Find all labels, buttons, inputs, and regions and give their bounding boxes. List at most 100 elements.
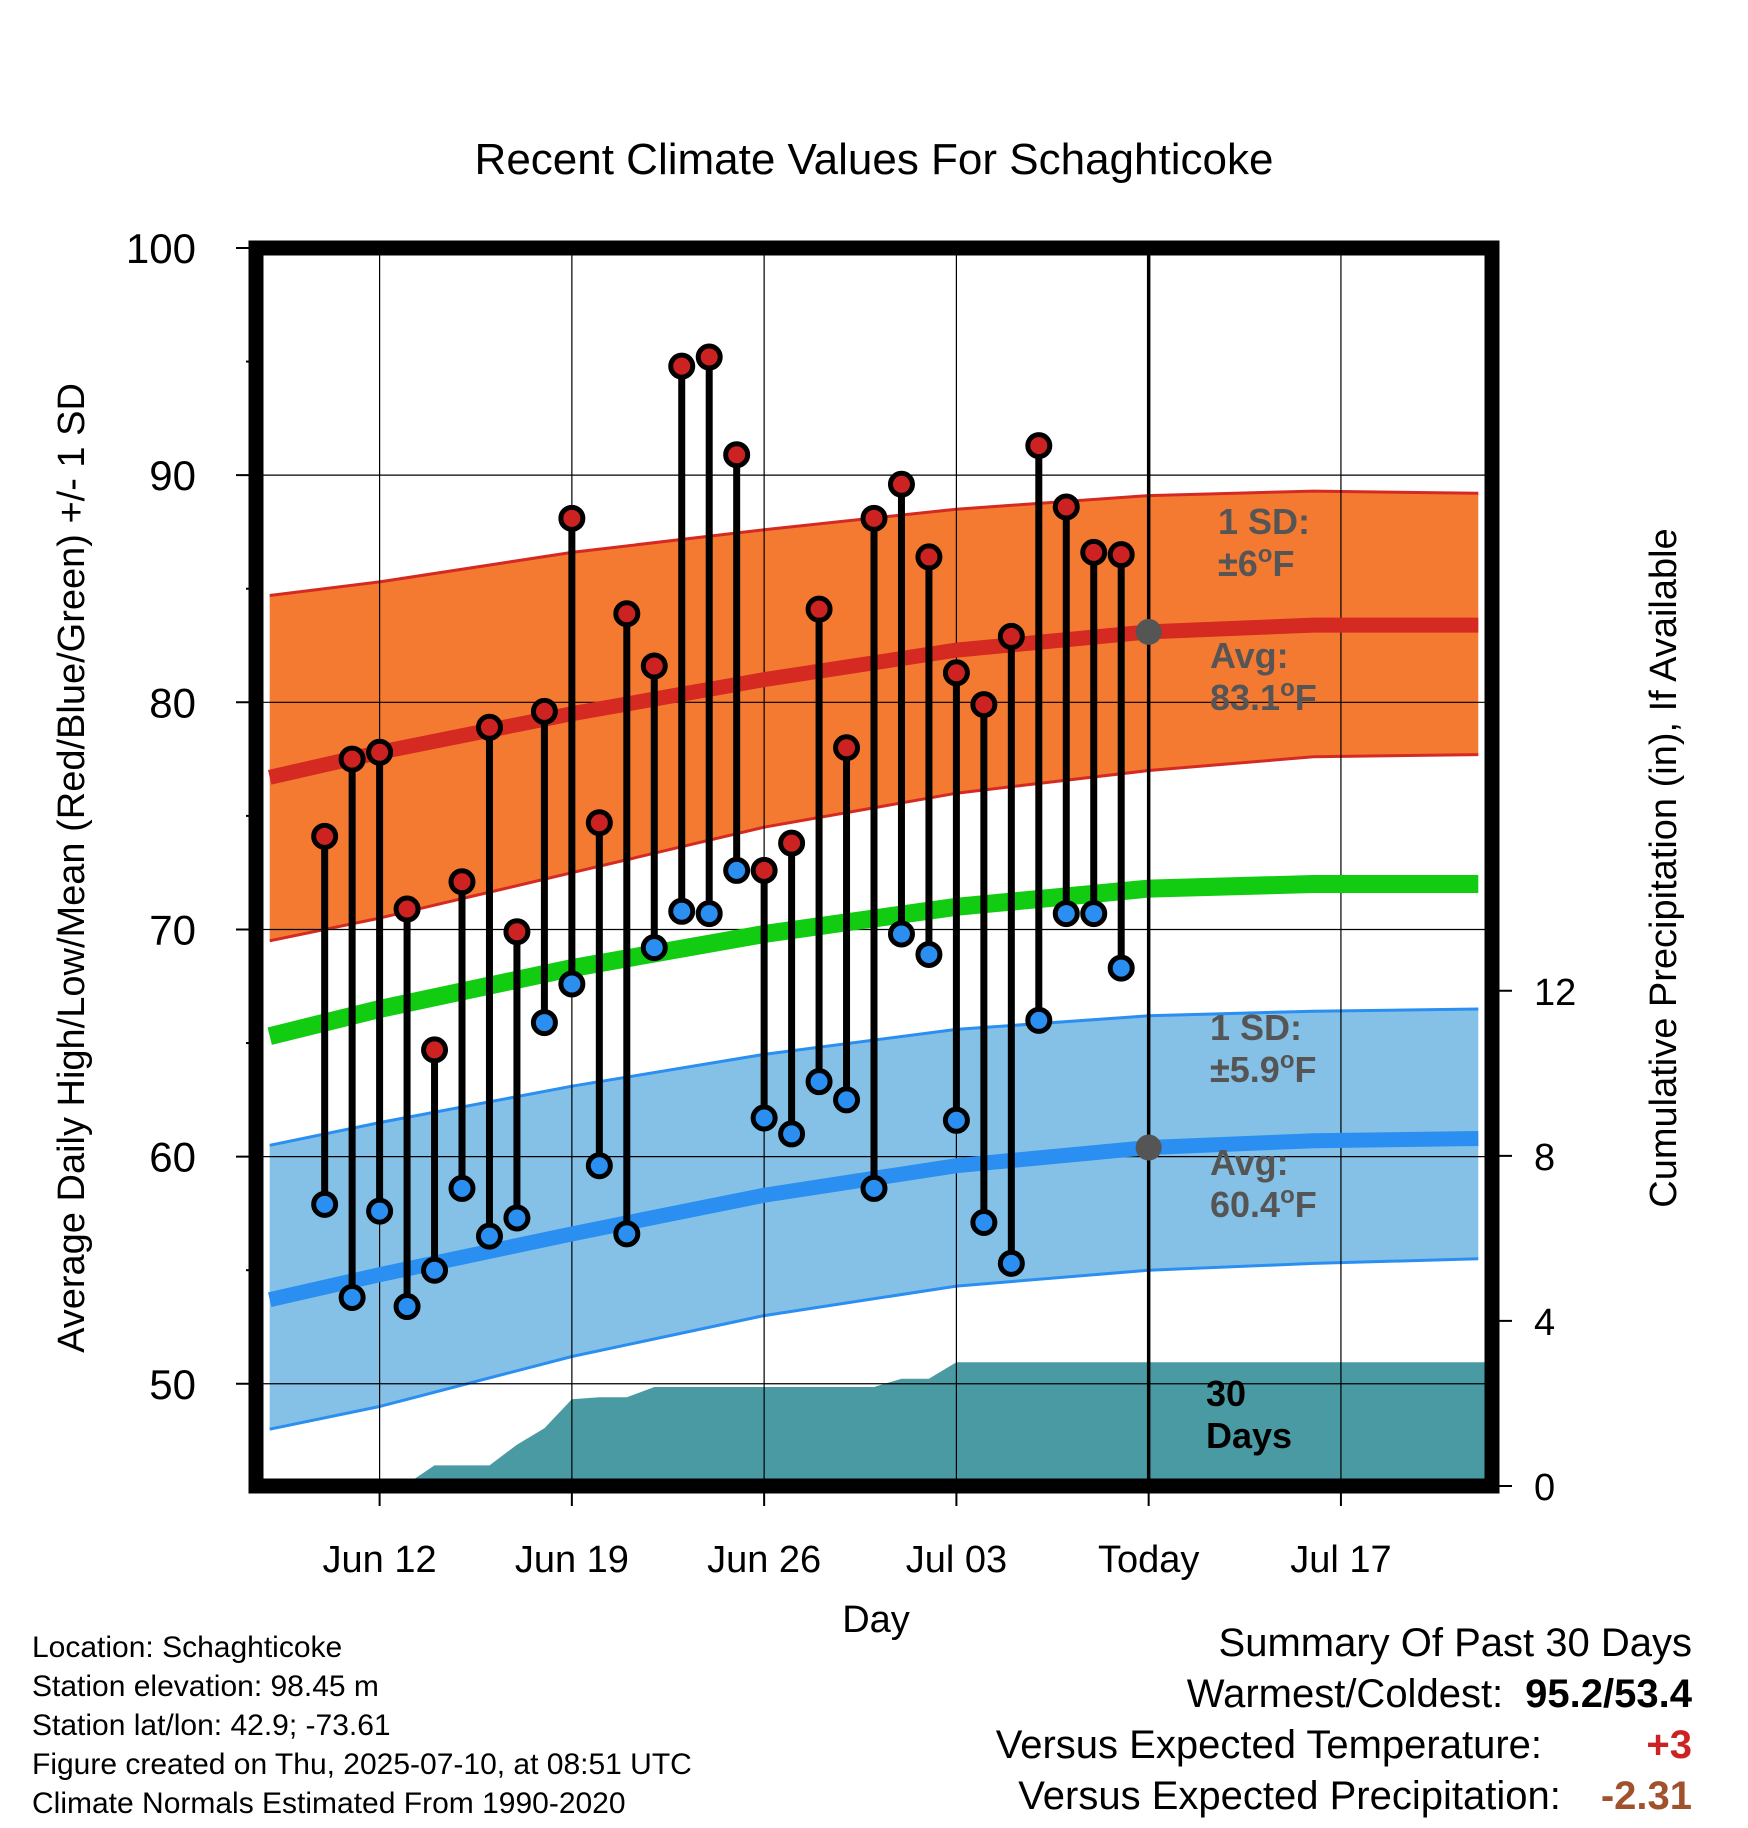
high-point [585,809,613,837]
low-point [860,1174,888,1202]
low-point [997,1249,1025,1277]
low-point [1025,1006,1053,1034]
y-axis-label: Average Daily High/Low/Mean (Red/Blue/Gr… [51,383,93,1353]
y-tick-label: 70 [149,906,196,953]
low-sd-annotation: 1 SD: ±5.9oF [1210,1007,1316,1090]
latlon-text: Station lat/lon: 42.9; -73.61 [32,1709,391,1742]
low-point [421,1256,449,1284]
precip-label: Versus Expected Precipitation: [1018,1774,1561,1818]
low-point [778,1120,806,1148]
high-point [503,918,531,946]
high-point [750,856,778,884]
x-tick-label: Jun 19 [515,1539,629,1581]
low-point [887,920,915,948]
y-tick-label: 50 [149,1361,196,1408]
low-point [723,856,751,884]
low-point [366,1197,394,1225]
precip-value: -2.31 [1600,1774,1692,1818]
x-axis-label: Day [842,1599,910,1641]
plot-frame [248,240,1500,1494]
high-point [421,1036,449,1064]
high-point [1052,493,1080,521]
high-avg-line [268,617,1479,785]
high-point [640,652,668,680]
high-point [805,595,833,623]
high-point [695,343,723,371]
y2-tick-label: 0 [1534,1467,1555,1509]
high-point [970,691,998,719]
normals-text: Climate Normals Estimated From 1990-2020 [32,1787,626,1820]
low-avg-line [268,1131,1479,1308]
precip-window-annotation: 30 Days [1206,1373,1292,1456]
location-text: Location: Schaghticoke [32,1631,343,1664]
high-point [311,822,339,850]
high-point [338,745,366,773]
summary-title: Summary Of Past 30 Days [1218,1621,1692,1665]
low-point [805,1068,833,1096]
y2-tick-label: 8 [1534,1137,1555,1179]
high-point [915,543,943,571]
y-tick-label: 80 [149,679,196,726]
x-tick-label: Jul 17 [1290,1539,1391,1581]
high-point [833,734,861,762]
low-point [970,1208,998,1236]
low-point [393,1293,421,1321]
x-tick-label: Jun 12 [323,1539,437,1581]
station-info: Location: Schaghticoke Station elevation… [32,1628,692,1823]
low-point [668,897,696,925]
high-point [942,659,970,687]
high-point [613,600,641,628]
low-point [915,940,943,968]
high-point [448,868,476,896]
high-point [668,352,696,380]
high-point [887,470,915,498]
high-point [366,738,394,766]
precip-row: Versus Expected Precipitation: -2.31 [996,1771,1692,1822]
low-point [1052,900,1080,928]
x-tick-label: Jun 26 [707,1539,821,1581]
high-sd-band-upper [269,489,1479,597]
low-sd-band-lower [269,1257,1479,1431]
x-tick-label: Jul 03 [906,1539,1007,1581]
y-tick-label: 100 [126,225,196,272]
low-point [750,1104,778,1132]
y2-axis-label: Cumulative Precipitation (in), If Availa… [1643,528,1685,1207]
warm-cold-value: 95.2/53.4 [1525,1672,1692,1716]
low-point [1107,954,1135,982]
low-point [695,900,723,928]
y2-tick-label: 12 [1534,972,1576,1014]
precip-area [256,1362,1492,1486]
summary-panel: Summary Of Past 30 Days Warmest/Coldest:… [996,1618,1692,1822]
elevation-text: Station elevation: 98.45 m [32,1670,379,1703]
high-sd-annotation: 1 SD: ±6oF [1218,501,1310,584]
y-tick-label: 60 [149,1134,196,1181]
chart-title: Recent Climate Values For Schaghticoke [475,135,1274,184]
low-sd-band-upper [269,1007,1479,1147]
high-point [723,441,751,469]
low-point [613,1220,641,1248]
temp-row: Versus Expected Temperature: +3 [996,1720,1692,1771]
x-tick-label: Today [1098,1539,1199,1581]
low-point [558,970,586,998]
low-point [475,1222,503,1250]
high-point [997,622,1025,650]
low-avg-annotation: Avg: 60.4oF [1210,1142,1317,1225]
low-point [530,1009,558,1037]
high-point [860,504,888,532]
high-point [1025,432,1053,460]
temp-label: Versus Expected Temperature: [995,1723,1542,1767]
low-point [640,934,668,962]
created-text: Figure created on Thu, 2025-07-10, at 08… [32,1748,692,1781]
high-point [1107,541,1135,569]
low-point [503,1204,531,1232]
low-point [942,1106,970,1134]
y-tick-label: 90 [149,452,196,499]
high-point [393,895,421,923]
high-point [475,713,503,741]
low-point [833,1086,861,1114]
mean-line [267,875,1479,1045]
high-point [558,504,586,532]
warm-cold-label: Warmest/Coldest: [1186,1672,1504,1716]
high-point [530,697,558,725]
